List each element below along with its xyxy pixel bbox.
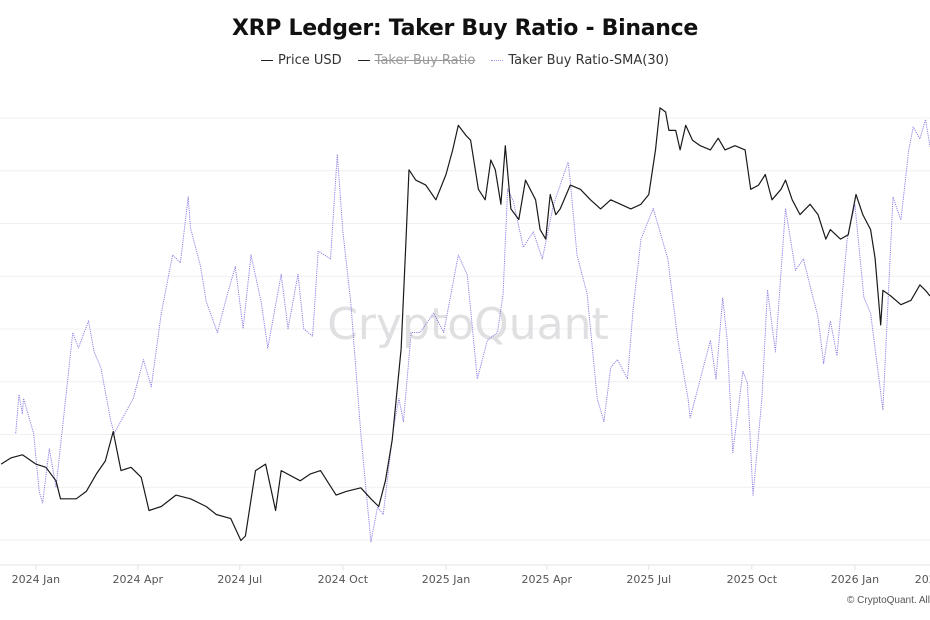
x-axis-ticks: 2024 Jan 2024 Apr 2024 Jul 2024 Oct 2025 Jan…: [12, 565, 930, 586]
x-tick-label: 2025 Apr: [522, 573, 573, 586]
x-tick-label: 2026 Apr: [915, 573, 930, 586]
legend-label: Taker Buy Ratio-SMA(30): [508, 53, 669, 68]
x-tick-label: 2026 Jan: [831, 573, 879, 586]
series-line-taker-buy-ratio-sma-30: [15, 118, 930, 543]
x-tick-label: 2025 Jul: [626, 573, 671, 586]
legend-item-taker-buy-ratio[interactable]: Taker Buy Ratio: [357, 53, 476, 68]
x-tick-label: 2024 Oct: [318, 573, 369, 586]
legend: Price USD Taker Buy Ratio Taker Buy Rati…: [0, 53, 930, 68]
copyright: © CryptoQuant. All: [847, 595, 930, 606]
legend-marker-taker-buy-ratio: [357, 60, 370, 61]
chart-title: XRP Ledger: Taker Buy Ratio - Binance: [231, 16, 698, 41]
x-tick-label: 2025 Oct: [727, 573, 778, 586]
x-tick-label: 2024 Jul: [217, 573, 262, 586]
series-line-price-usd: [0, 107, 930, 542]
legend-marker-taker-buy-ratio-sma: [491, 60, 504, 61]
x-tick-label: 2025 Jan: [422, 573, 470, 586]
legend-item-price-usd[interactable]: Price USD: [261, 53, 342, 68]
legend-label: Price USD: [278, 53, 342, 68]
legend-marker-price-usd: [261, 60, 274, 61]
x-tick-label: 2024 Jan: [12, 573, 60, 586]
legend-item-taker-buy-ratio-sma[interactable]: Taker Buy Ratio-SMA(30): [491, 53, 669, 68]
gridlines: [0, 117, 930, 541]
watermark: CryptoQuant: [327, 299, 609, 350]
x-tick-label: 2024 Apr: [113, 573, 164, 586]
series-layer: [0, 107, 930, 543]
legend-label: Taker Buy Ratio: [374, 53, 476, 68]
